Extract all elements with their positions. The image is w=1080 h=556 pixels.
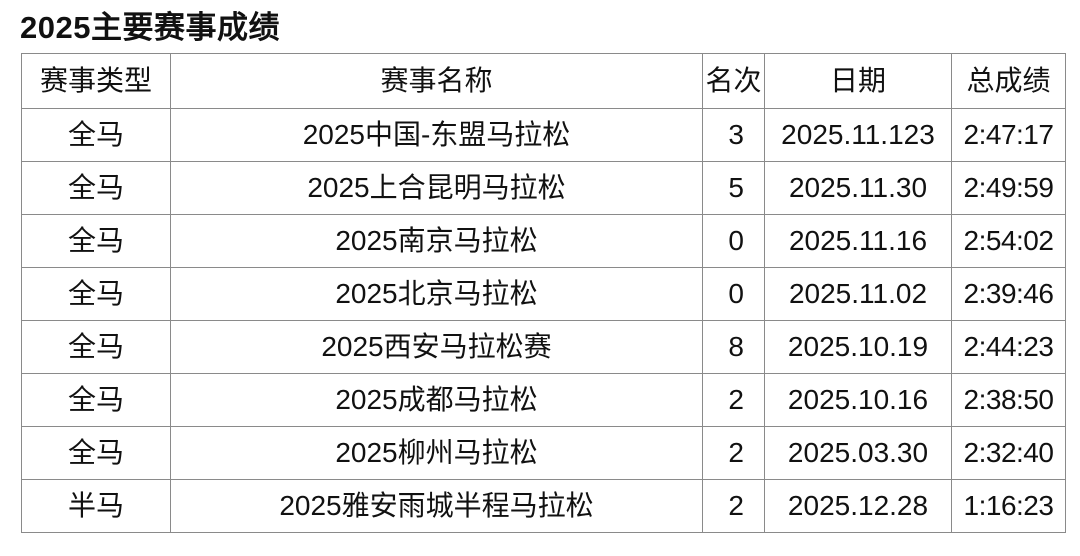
cell-date: 2025.10.19 [764,320,952,374]
cell-type: 全马 [21,373,171,427]
header-total: 总成绩 [951,53,1066,109]
header-type: 赛事类型 [21,53,171,109]
cell-date: 2025.11.02 [764,267,952,321]
cell-rank: 2 [702,479,765,533]
cell-type: 全马 [21,108,171,162]
table-row: 全马 2025南京马拉松 0 2025.11.16 2:54:02 [21,214,1066,268]
table-row: 全马 2025成都马拉松 2 2025.10.16 2:38:50 [21,373,1066,427]
cell-type: 半马 [21,479,171,533]
cell-date: 2025.11.16 [764,214,952,268]
cell-rank: 2 [702,426,765,480]
table-header-row: 赛事类型 赛事名称 名次 日期 总成绩 [21,53,1066,109]
cell-date: 2025.10.16 [764,373,952,427]
cell-name: 2025上合昆明马拉松 [170,161,703,215]
cell-rank: 3 [702,108,765,162]
cell-rank: 8 [702,320,765,374]
table-row: 半马 2025雅安雨城半程马拉松 2 2025.12.28 1:16:23 [21,479,1066,533]
cell-total: 2:38:50 [951,373,1066,427]
header-rank: 名次 [702,53,765,109]
cell-date: 2025.12.28 [764,479,952,533]
cell-date: 2025.11.30 [764,161,952,215]
header-date: 日期 [764,53,952,109]
cell-name: 2025成都马拉松 [170,373,703,427]
cell-total: 2:44:23 [951,320,1066,374]
cell-date: 2025.11.123 [764,108,952,162]
cell-date: 2025.03.30 [764,426,952,480]
cell-name: 2025北京马拉松 [170,267,703,321]
cell-type: 全马 [21,161,171,215]
table-row: 全马 2025北京马拉松 0 2025.11.02 2:39:46 [21,267,1066,321]
cell-type: 全马 [21,267,171,321]
cell-total: 1:16:23 [951,479,1066,533]
table-row: 全马 2025上合昆明马拉松 5 2025.11.30 2:49:59 [21,161,1066,215]
header-name: 赛事名称 [170,53,703,109]
cell-rank: 0 [702,267,765,321]
cell-total: 2:32:40 [951,426,1066,480]
cell-name: 2025中国-东盟马拉松 [170,108,703,162]
cell-type: 全马 [21,320,171,374]
cell-name: 2025柳州马拉松 [170,426,703,480]
page-title: 2025主要赛事成绩 [20,10,280,45]
results-table: 赛事类型 赛事名称 名次 日期 总成绩 全马 2025中国-东盟马拉松 3 2025.… [21,53,1066,533]
cell-name: 2025雅安雨城半程马拉松 [170,479,703,533]
cell-name: 2025西安马拉松赛 [170,320,703,374]
cell-rank: 5 [702,161,765,215]
cell-total: 2:47:17 [951,108,1066,162]
table-row: 全马 2025柳州马拉松 2 2025.03.30 2:32:40 [21,426,1066,480]
table-row: 全马 2025中国-东盟马拉松 3 2025.11.123 2:47:17 [21,108,1066,162]
cell-type: 全马 [21,214,171,268]
table-row: 全马 2025西安马拉松赛 8 2025.10.19 2:44:23 [21,320,1066,374]
cell-rank: 0 [702,214,765,268]
cell-total: 2:54:02 [951,214,1066,268]
cell-name: 2025南京马拉松 [170,214,703,268]
cell-total: 2:49:59 [951,161,1066,215]
cell-rank: 2 [702,373,765,427]
cell-total: 2:39:46 [951,267,1066,321]
cell-type: 全马 [21,426,171,480]
